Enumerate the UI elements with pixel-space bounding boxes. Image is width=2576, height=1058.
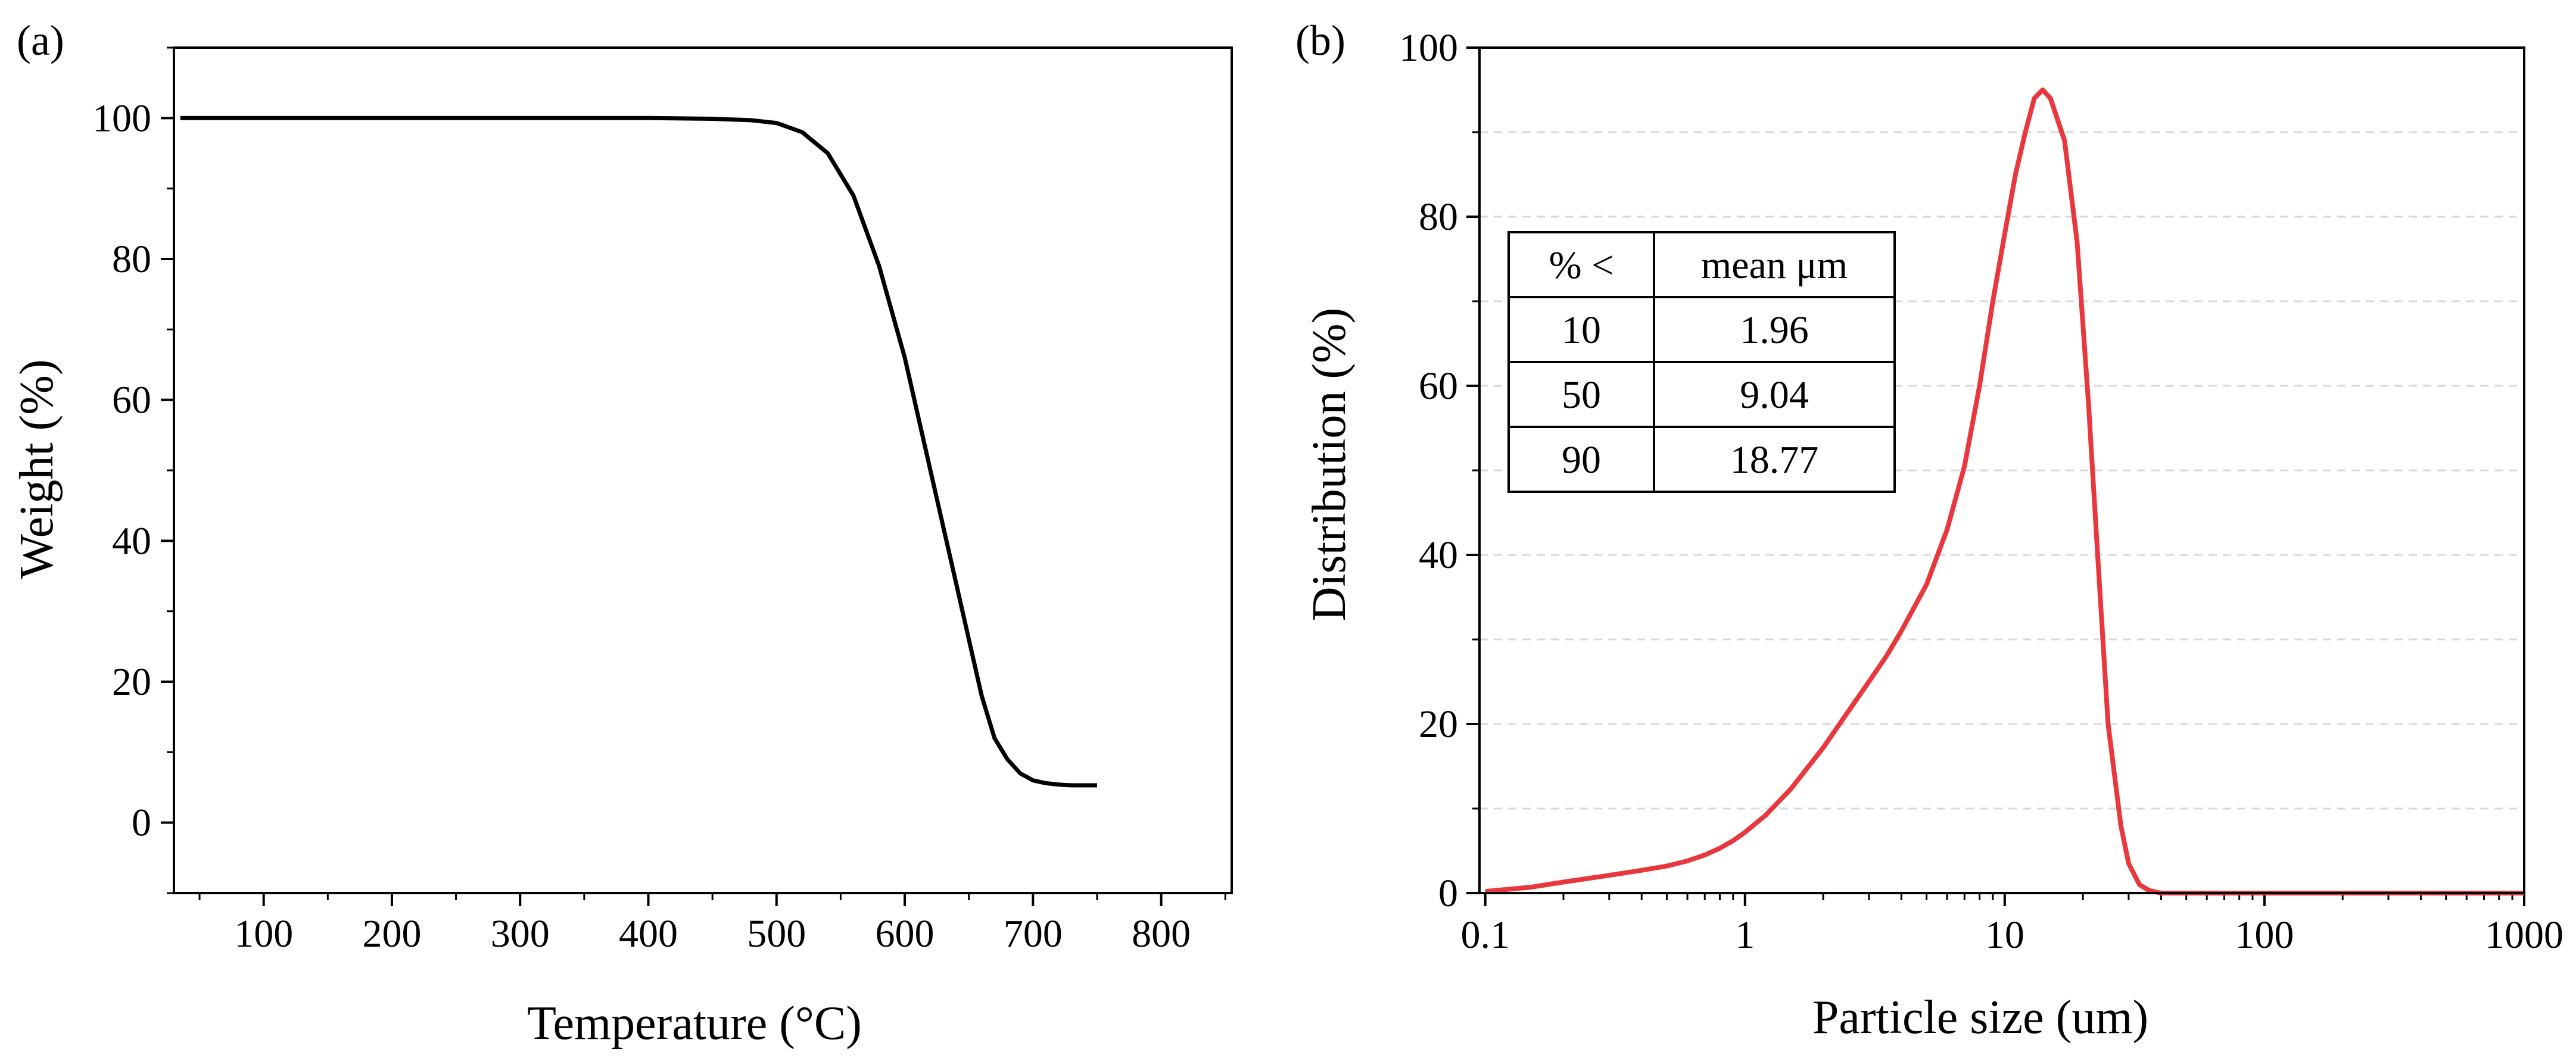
panel-b-frame [1478, 46, 2525, 894]
table-cell: 90 [1562, 438, 1601, 482]
x-tick-label: 600 [876, 912, 935, 956]
x-tick-label: 300 [491, 912, 550, 956]
panel-a-series [180, 116, 1097, 788]
panel-b-chart: (b) 0.1 1 10 100 1000 0 20 40 60 80 100 Particle s… [1295, 17, 2563, 1044]
y-tick-label: 80 [1419, 195, 1458, 239]
x-tick-label: 200 [362, 912, 421, 956]
y-tick-label: 20 [112, 660, 151, 704]
table-cell: 9.04 [1740, 373, 1809, 417]
y-tick-label: 100 [1399, 26, 1458, 70]
panel-a-label: (a) [17, 17, 64, 64]
panel-a-x-axis-label: Temperature (°C) [527, 997, 862, 1050]
x-tick-label: 10 [1985, 913, 2024, 957]
y-tick-label: 40 [1419, 533, 1458, 577]
table-cell: 1.96 [1740, 308, 1809, 352]
y-tick-label: 40 [112, 519, 151, 563]
table-cell: 18.77 [1730, 438, 1819, 482]
x-tick-label: 0.1 [1460, 913, 1510, 957]
table-cell: 10 [1562, 308, 1601, 352]
panel-b-y-axis-label: Distribution (%) [1303, 308, 1356, 622]
distribution-curve [1485, 88, 2524, 895]
y-tick-label: 60 [112, 379, 151, 422]
size-table: % < mean μm 10 1.96 50 9.04 90 18.77 [1507, 231, 1896, 493]
y-tick-label: 60 [1419, 364, 1458, 408]
y-tick-label: 80 [112, 238, 151, 281]
panel-a-y-axis-label: Weight (%) [11, 360, 63, 579]
y-tick-label: 100 [92, 96, 151, 140]
x-tick-label: 400 [619, 912, 678, 956]
panel-b-x-axis-label: Particle size (um) [1812, 991, 2148, 1044]
x-tick-label: 100 [2235, 913, 2294, 957]
table-header-percent: % < [1549, 244, 1614, 287]
panel-a-frame [173, 46, 1233, 894]
x-tick-label: 1000 [2485, 913, 2563, 957]
panel-b-series [1485, 88, 2524, 895]
y-tick-label: 0 [132, 801, 151, 845]
table-cell: 50 [1562, 373, 1601, 417]
x-tick-label: 800 [1132, 912, 1191, 956]
panel-b-ticks: 0.1 1 10 100 1000 0 20 40 60 80 100 [1399, 26, 2563, 957]
y-tick-label: 0 [1438, 872, 1458, 915]
panel-a-ticks: 100 200 300 400 500 600 700 800 0 20 40 60 80 100 [92, 46, 1226, 956]
panel-a-chart: (a) 100 200 300 400 500 600 700 800020406080100… [11, 17, 1233, 1050]
x-tick-label: 100 [234, 912, 293, 956]
x-tick-label: 700 [1004, 912, 1063, 956]
panel-b-label: (b) [1295, 17, 1345, 64]
x-tick-label: 1 [1735, 913, 1755, 957]
table-header-mean: mean μm [1701, 244, 1848, 287]
y-tick-label: 20 [1419, 703, 1458, 746]
weight-curve [180, 116, 1097, 788]
x-tick-label: 500 [747, 912, 806, 956]
